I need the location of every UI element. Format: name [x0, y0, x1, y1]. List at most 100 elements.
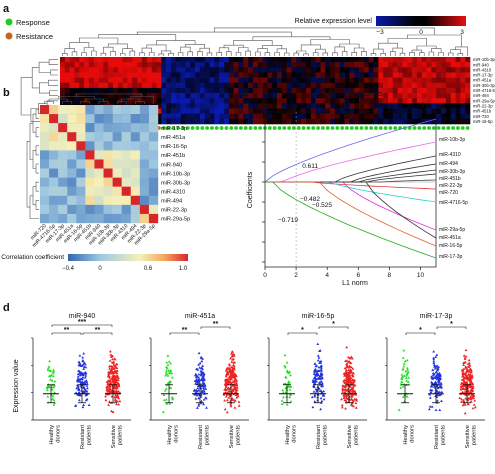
heatmap-cell	[301, 118, 307, 125]
heatmap-cell	[416, 72, 423, 78]
heatmap-cell	[185, 118, 191, 125]
correlation-cell	[85, 204, 95, 215]
heatmap-cell	[310, 87, 316, 94]
heatmap-cell	[388, 72, 394, 78]
correlation-cell	[94, 150, 104, 160]
heatmap-cell	[257, 113, 263, 120]
data-point	[289, 393, 292, 397]
data-point	[439, 382, 443, 386]
correlation-cell	[85, 114, 95, 124]
heatmap-cell	[224, 108, 230, 114]
correlation-cell	[103, 168, 113, 178]
correlation-cell	[139, 177, 150, 187]
heatmap-cell	[330, 103, 336, 109]
heatmap-cell	[175, 98, 181, 104]
heatmap-cell	[306, 62, 312, 68]
heatmap-cell	[421, 113, 427, 120]
heatmap-cell	[257, 82, 263, 89]
significance-bracket	[51, 324, 113, 327]
heatmap-cell	[103, 98, 109, 104]
data-point	[287, 371, 291, 375]
data-point	[288, 395, 291, 399]
heatmap-cell	[146, 72, 152, 78]
data-point	[349, 361, 353, 365]
data-point	[463, 357, 467, 360]
dendrogram-link	[392, 47, 403, 54]
heatmap-cell	[64, 62, 70, 68]
heatmap-cell	[175, 93, 181, 99]
heatmap-cell	[378, 57, 384, 63]
dendrogram-link	[107, 43, 128, 49]
heatmap-cell	[113, 72, 119, 78]
data-point	[314, 364, 318, 368]
dendrogram-link	[416, 45, 437, 51]
data-point	[114, 362, 118, 366]
correlation-cell	[148, 186, 159, 196]
sample-group-dot	[287, 126, 292, 130]
data-point	[404, 376, 408, 379]
heatmap-cell	[330, 113, 336, 120]
data-point	[352, 385, 355, 388]
heatmap-cell	[426, 62, 432, 68]
data-point	[114, 393, 117, 397]
heatmap-cell	[79, 98, 85, 104]
dendrogram-link	[35, 181, 39, 192]
heatmap-cell	[180, 118, 186, 125]
heatmap-cell	[248, 72, 254, 78]
colorbar-a-tick: 0	[419, 29, 423, 36]
data-point	[113, 370, 116, 373]
significance-stars: *	[419, 327, 422, 334]
heatmap-cell	[412, 103, 418, 109]
heatmap-cell	[272, 103, 278, 109]
heatmap-cell	[368, 98, 374, 104]
heatmap-cell	[156, 62, 162, 68]
correlation-cell	[49, 159, 59, 169]
heatmap-cell	[421, 87, 427, 94]
heatmap-cell	[431, 87, 437, 94]
correlation-cell	[94, 159, 104, 169]
heatmap-cell	[450, 57, 456, 63]
heatmap-cell	[354, 118, 360, 125]
heatmap-cell	[204, 108, 210, 114]
heatmap-cell	[306, 82, 312, 89]
data-point	[76, 372, 80, 376]
heatmap-cell	[315, 98, 321, 104]
lasso-line-label: miR-720	[439, 190, 458, 196]
heatmap-cell	[142, 77, 148, 84]
sample-group-dot	[214, 126, 219, 130]
heatmap-cell	[373, 67, 379, 73]
heatmap-cell	[354, 57, 360, 63]
sample-group-dot	[441, 126, 446, 130]
data-point	[85, 382, 89, 385]
heatmap-cell	[412, 62, 418, 68]
data-point	[75, 379, 79, 382]
heatmap-cell	[69, 72, 75, 78]
lasso-line-label: miR-451a	[439, 235, 461, 241]
heatmap-cell	[132, 57, 138, 63]
heatmap-cell	[60, 67, 66, 73]
heatmap-cell	[262, 57, 268, 63]
data-point	[467, 393, 470, 396]
data-point	[346, 371, 350, 374]
heatmap-cell	[402, 118, 408, 125]
heatmap-cell	[383, 57, 389, 63]
heatmap-cell	[252, 93, 259, 99]
data-point	[118, 399, 122, 403]
data-point	[432, 361, 436, 365]
correlation-cell	[148, 114, 159, 124]
heatmap-cell	[465, 118, 471, 125]
heatmap-cell	[252, 77, 259, 84]
data-point	[469, 396, 472, 400]
dendrogram-link	[83, 47, 95, 53]
data-point	[164, 374, 167, 377]
heatmap-cell	[103, 87, 109, 94]
heatmap-cell	[180, 62, 186, 68]
significance-stars: **	[182, 327, 188, 334]
heatmap-cell	[344, 77, 350, 84]
data-point	[345, 365, 349, 369]
heatmap-cell	[262, 103, 268, 109]
heatmap-cell	[199, 77, 205, 84]
dendrogram-link	[32, 113, 36, 133]
data-point	[428, 407, 431, 411]
heatmap-cell	[243, 67, 249, 73]
